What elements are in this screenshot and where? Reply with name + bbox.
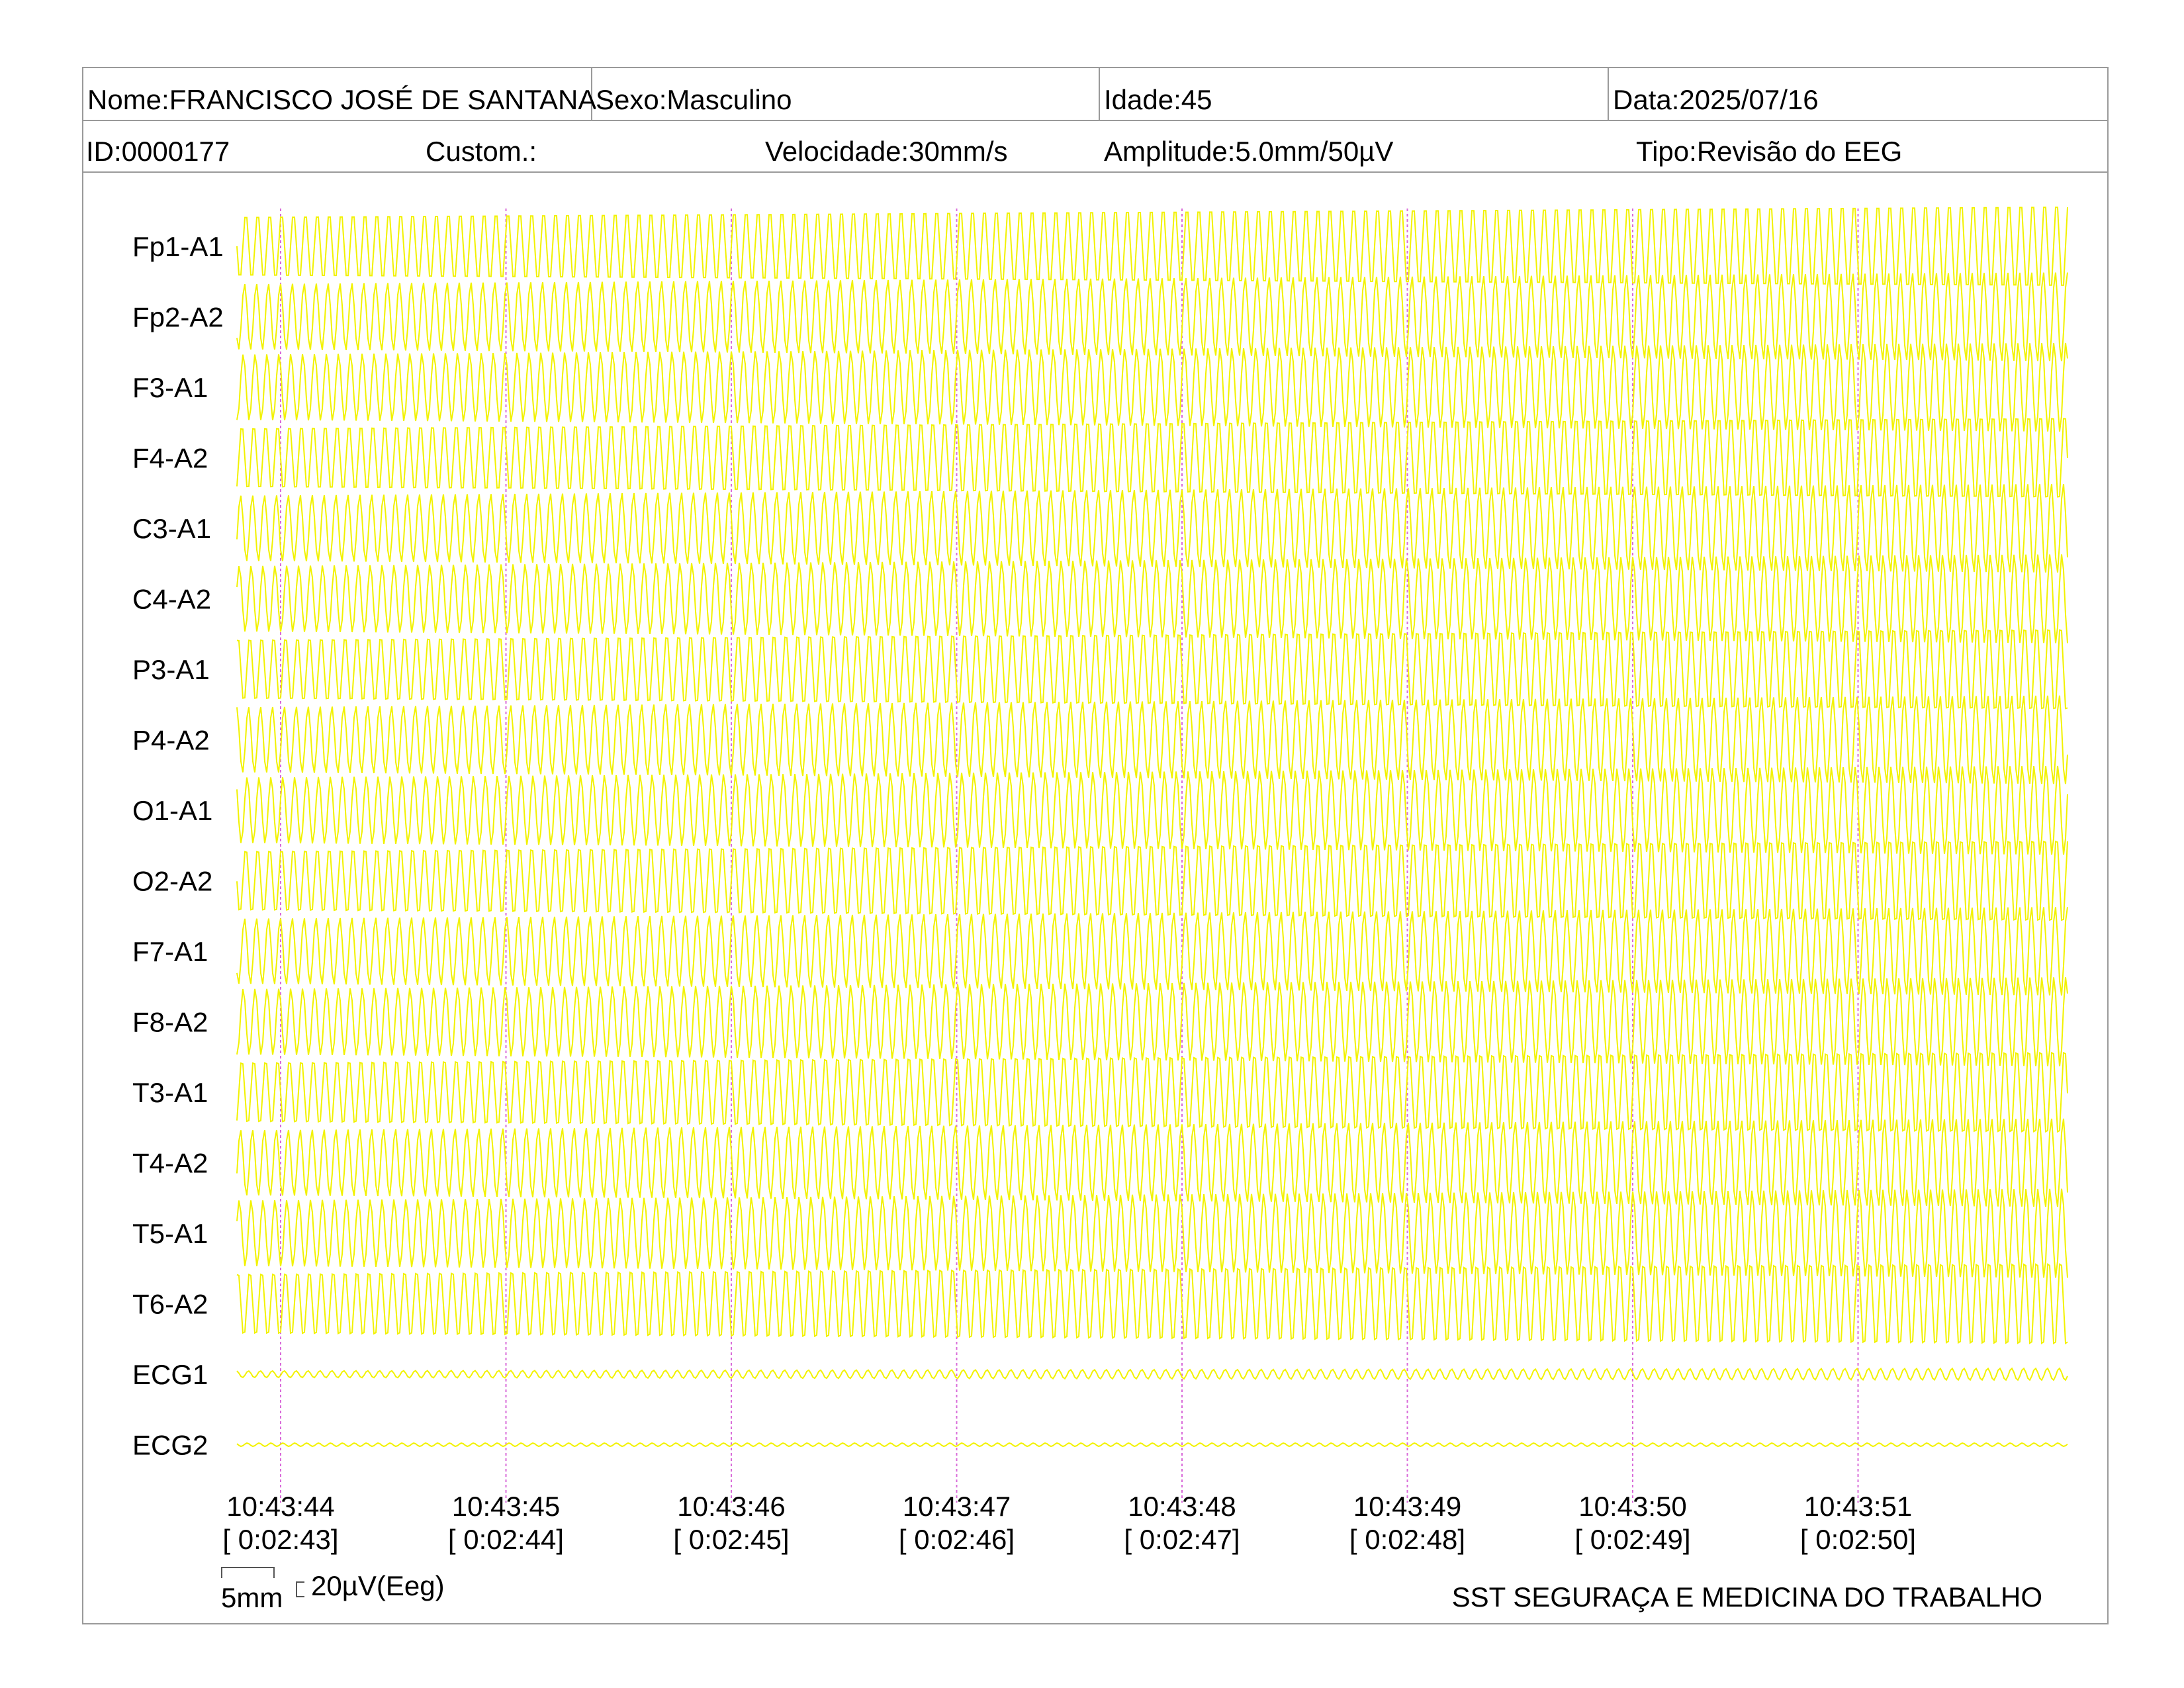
channel-trace: [236, 272, 2068, 361]
channel-trace: [236, 695, 2068, 784]
time-tick-elapsed: [ 0:02:48]: [1349, 1524, 1465, 1555]
channel-label: F3-A1: [132, 372, 208, 403]
channel-label: T3-A1: [132, 1077, 208, 1108]
channel-trace: [236, 1188, 2068, 1278]
amplitude-setting: Amplitude:5.0mm/50µV: [1104, 136, 1394, 167]
channel-label: ECG1: [132, 1359, 208, 1390]
channel-label: Fp2-A2: [132, 302, 224, 333]
channel-trace: [236, 765, 2068, 855]
time-tick-clock: 10:43:49: [1353, 1491, 1462, 1522]
channel-label: T4-A2: [132, 1148, 208, 1179]
time-tick-clock: 10:43:50: [1578, 1491, 1687, 1522]
channel-label: O2-A2: [132, 866, 212, 897]
channel-label: Fp1-A1: [132, 231, 224, 262]
header-divider: [82, 120, 2109, 121]
channel-trace: [236, 1263, 2068, 1345]
time-tick-clock: 10:43:44: [226, 1491, 335, 1522]
header-cell-divider: [1099, 67, 1100, 120]
time-tick-elapsed: [ 0:02:45]: [673, 1524, 789, 1555]
channel-label: C3-A1: [132, 513, 211, 544]
time-tick-clock: 10:43:45: [452, 1491, 561, 1522]
channel-trace: [236, 1051, 2068, 1133]
channel-label: T5-A1: [132, 1218, 208, 1249]
time-tick-elapsed: [ 0:02:47]: [1124, 1524, 1240, 1555]
exam-type: Tipo:Revisão do EEG: [1636, 136, 1903, 167]
channel-trace: [236, 629, 2068, 710]
amplitude-scale-label: 20µV(Eeg): [311, 1570, 445, 1601]
channel-trace: [236, 342, 2068, 432]
channel-trace: [236, 1442, 2068, 1448]
channel-label: F7-A1: [132, 936, 208, 967]
header-cell-divider: [591, 67, 592, 120]
channel-trace: [236, 1367, 2068, 1382]
channel-label: O1-A1: [132, 795, 212, 826]
time-tick-elapsed: [ 0:02:49]: [1574, 1524, 1690, 1555]
channel-label: P3-A1: [132, 654, 210, 685]
channel-trace: [236, 977, 2068, 1066]
header-bottom-divider: [82, 171, 2109, 173]
channel-label: F8-A2: [132, 1007, 208, 1038]
time-tick-elapsed: [ 0:02:43]: [222, 1524, 338, 1555]
report-frame: [82, 67, 2109, 1624]
time-tick-clock: 10:43:51: [1804, 1491, 1913, 1522]
channel-trace: [236, 484, 2068, 573]
time-tick-elapsed: [ 0:02:46]: [899, 1524, 1015, 1555]
channel-trace: [236, 554, 2068, 643]
channel-label: C4-A2: [132, 584, 211, 615]
header-cell-divider: [1608, 67, 1609, 120]
channel-trace: [236, 907, 2068, 996]
time-tick-elapsed: [ 0:02:50]: [1800, 1524, 1916, 1555]
patient-name: Nome:FRANCISCO JOSÉ DE SANTANA: [87, 84, 597, 115]
channel-trace: [236, 1118, 2068, 1207]
time-tick-clock: 10:43:48: [1128, 1491, 1236, 1522]
time-tick-elapsed: [ 0:02:44]: [448, 1524, 564, 1555]
time-tick-clock: 10:43:47: [903, 1491, 1011, 1522]
channel-trace: [236, 418, 2068, 498]
patient-sex: Sexo:Masculino: [596, 84, 792, 115]
patient-id: ID:0000177: [86, 136, 230, 167]
scale-bracket: [221, 1567, 304, 1597]
channel-label: P4-A2: [132, 725, 210, 756]
patient-age: Idade:45: [1104, 84, 1212, 115]
time-scale-label: 5mm: [221, 1582, 283, 1613]
organization-name: SST SEGURAÇA E MEDICINA DO TRABALHO: [1451, 1581, 2042, 1613]
channel-label: F4-A2: [132, 443, 208, 474]
paper-speed: Velocidade:30mm/s: [765, 136, 1008, 167]
channel-trace: [236, 207, 2068, 286]
channel-label: ECG2: [132, 1430, 208, 1461]
exam-date: Data:2025/07/16: [1613, 84, 1819, 115]
time-tick-clock: 10:43:46: [677, 1491, 786, 1522]
channel-trace: [236, 840, 2068, 921]
channel-label: T6-A2: [132, 1289, 208, 1320]
custom-field: Custom.:: [426, 136, 537, 167]
